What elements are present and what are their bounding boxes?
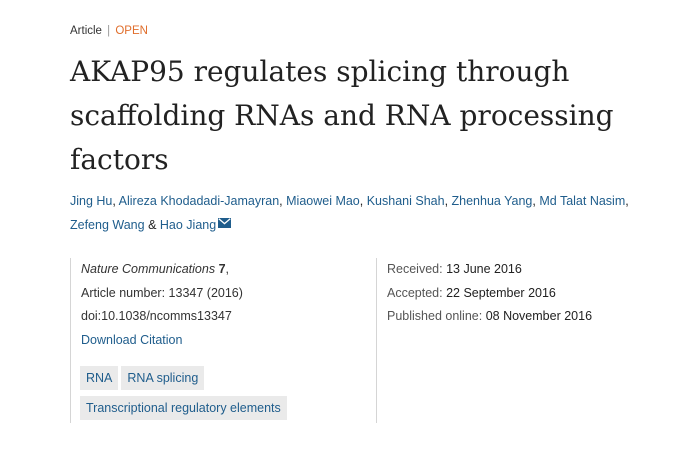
author-separator: ,	[279, 194, 287, 208]
date-value: 13 June 2016	[446, 262, 522, 276]
author-separator: ,	[444, 194, 452, 208]
accepted-date: Accepted: 22 September 2016	[387, 282, 676, 306]
date-label: Received:	[387, 262, 443, 276]
author-separator: &	[144, 218, 160, 232]
author-link[interactable]: Md Talat Nasim	[539, 194, 626, 208]
download-citation-link[interactable]: Download Citation	[81, 332, 183, 347]
subject-tag[interactable]: RNA	[80, 366, 119, 390]
author-link[interactable]: Jing Hu	[70, 194, 113, 208]
published-date: Published online: 08 November 2016	[387, 305, 676, 329]
article-type-label: Article	[70, 25, 102, 37]
doi: doi:10.1038/ncomms13347	[81, 309, 232, 323]
author-link[interactable]: Zefeng Wang	[70, 218, 145, 232]
author-separator: ,	[112, 194, 119, 208]
author-link[interactable]: Zhenhua Yang	[451, 194, 533, 208]
author-link[interactable]: Hao Jiang	[159, 218, 217, 232]
subject-tag[interactable]: Transcriptional regulatory elements	[80, 396, 287, 420]
received-date: Received: 13 June 2016	[387, 258, 676, 282]
dates-panel: Received: 13 June 2016 Accepted: 22 Sept…	[376, 258, 676, 423]
author-list: Jing Hu, Alireza Khodadadi-Jamayran, Mia…	[70, 190, 670, 237]
author-link[interactable]: Kushani Shah	[366, 194, 445, 208]
subject-tag[interactable]: RNA splicing	[121, 366, 205, 390]
journal-name: Nature Communications	[81, 262, 216, 276]
article-number-label: Article number:	[81, 285, 166, 300]
author-separator: ,	[625, 194, 629, 208]
article-number-value: 13347 (2016)	[168, 285, 243, 300]
journal-line: Nature Communications 7,	[81, 258, 366, 282]
author-separator: ,	[359, 194, 367, 208]
volume-suffix: ,	[225, 262, 230, 276]
author-link[interactable]: Alireza Khodadadi-Jamayran	[118, 194, 280, 208]
page-title: AKAP95 regulates splicing through scaffo…	[70, 55, 614, 176]
author-link[interactable]: Miaowei Mao	[286, 194, 360, 208]
open-access-label: OPEN	[115, 25, 148, 37]
date-value: 08 November 2016	[485, 309, 593, 323]
envelope-icon[interactable]	[218, 213, 232, 236]
date-label: Accepted:	[387, 285, 443, 300]
article-type-separator: |	[107, 25, 111, 37]
article-type-line: Article | OPEN	[70, 25, 148, 37]
journal-volume: 7	[218, 262, 226, 276]
author-separator: ,	[532, 194, 540, 208]
date-label: Published online:	[387, 309, 483, 323]
date-value: 22 September 2016	[446, 285, 556, 300]
citation-panel: Nature Communications 7, Article number:…	[70, 258, 366, 423]
subject-tags: RNA RNA splicing Transcriptional regulator…	[80, 366, 360, 426]
article-number-line: Article number: 13347 (2016)	[81, 282, 366, 306]
